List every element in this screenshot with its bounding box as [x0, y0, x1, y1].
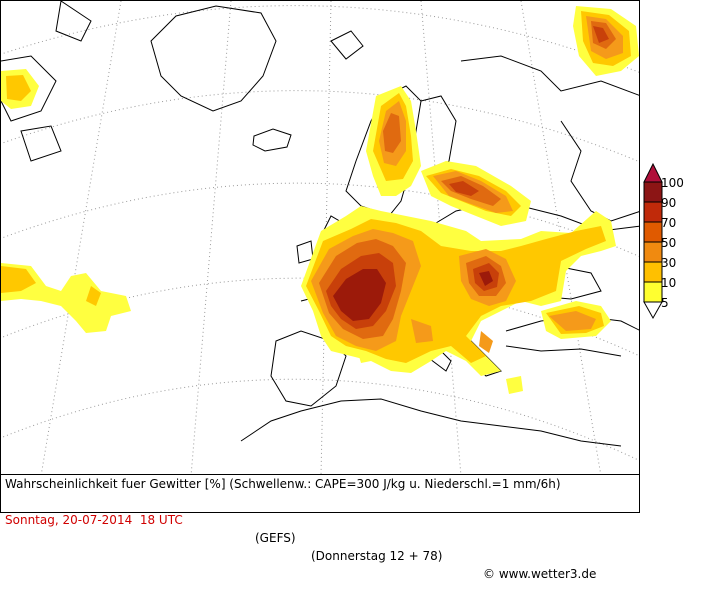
- caption-info-line: Sonntag, 20-07-2014 18 UTC (GEFS) (Donne…: [5, 493, 637, 601]
- legend-colorbar: [643, 162, 663, 320]
- copyright-link[interactable]: © www.wetter3.de: [483, 567, 597, 581]
- probability-fields: [1, 6, 639, 394]
- legend-label-5: 5: [661, 296, 669, 310]
- legend-swatch-5: [643, 281, 663, 303]
- legend-swatch-90: [643, 181, 663, 203]
- map-caption: Wahrscheinlichkeit fuer Gewitter [%] (Sc…: [0, 475, 640, 581]
- legend-label-10: 10: [661, 276, 677, 290]
- model-name: (GEFS): [255, 531, 296, 545]
- legend-swatch-100: [643, 162, 663, 183]
- legend-label-100: 100: [661, 176, 684, 190]
- forecast-map: [1, 1, 639, 474]
- legend-swatch-70: [643, 201, 663, 223]
- legend-swatch-below: [643, 301, 663, 320]
- model-run: (Donnerstag 12 + 78): [311, 549, 443, 563]
- legend-swatch-30: [643, 241, 663, 263]
- legend-label-50: 50: [661, 236, 677, 250]
- legend-label-90: 90: [661, 196, 677, 210]
- legend-swatch-10: [643, 261, 663, 283]
- legend-label-70: 70: [661, 216, 677, 230]
- legend-label-30: 30: [661, 256, 677, 270]
- caption-title: Wahrscheinlichkeit fuer Gewitter [%] (Sc…: [5, 477, 561, 491]
- legend: 100 90 70 50 30 10 5: [643, 160, 704, 320]
- map-area: [0, 0, 640, 475]
- legend-swatch-50: [643, 221, 663, 243]
- valid-date: Sonntag, 20-07-2014 18 UTC: [5, 513, 183, 527]
